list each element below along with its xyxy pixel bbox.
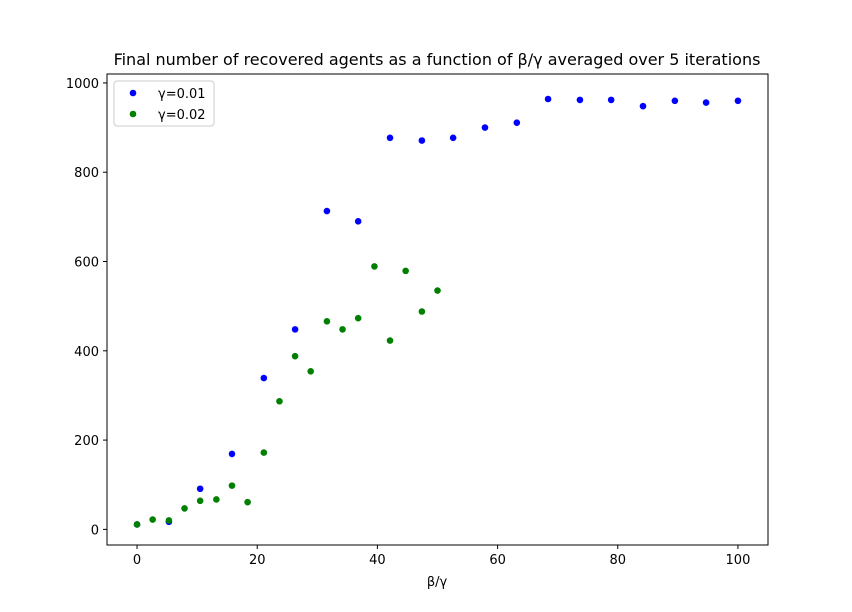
data-point xyxy=(544,95,552,103)
data-point xyxy=(386,337,394,344)
data-point xyxy=(291,326,299,333)
x-tick-label: 0 xyxy=(133,553,141,568)
data-point xyxy=(639,102,647,110)
data-point xyxy=(228,450,236,458)
chart-title: Final number of recovered agents as a fu… xyxy=(114,50,761,69)
x-axis-label: β/γ xyxy=(427,575,448,590)
y-tick-label: 400 xyxy=(74,345,99,360)
legend-box xyxy=(113,80,215,127)
data-point xyxy=(671,97,679,105)
legend-label: γ=0.02 xyxy=(158,108,206,123)
series-2 xyxy=(133,263,441,528)
data-point xyxy=(354,218,362,225)
x-tick-label: 40 xyxy=(369,553,386,568)
y-tick-label: 600 xyxy=(74,256,99,271)
y-tick-label: 800 xyxy=(74,166,99,181)
data-point xyxy=(402,267,409,275)
data-point xyxy=(702,99,710,106)
y-tick-label: 0 xyxy=(91,523,99,538)
data-point xyxy=(434,287,441,294)
data-point xyxy=(260,374,268,382)
data-point xyxy=(149,516,156,523)
data-point xyxy=(418,308,426,315)
data-point xyxy=(133,521,141,528)
data-point xyxy=(354,314,362,322)
legend: γ=0.01 γ=0.02 xyxy=(113,80,215,127)
data-point xyxy=(196,485,204,493)
data-point xyxy=(371,263,378,270)
data-point xyxy=(213,496,220,503)
data-point xyxy=(481,124,489,131)
x-tick-label: 20 xyxy=(249,553,266,568)
data-point xyxy=(181,505,188,512)
data-point xyxy=(386,134,394,142)
legend-label: γ=0.01 xyxy=(158,87,206,102)
data-point xyxy=(307,368,315,375)
legend-marker xyxy=(129,110,137,118)
x-tick-label: 60 xyxy=(489,553,506,568)
data-point xyxy=(276,397,283,405)
data-point xyxy=(196,497,204,505)
data-point xyxy=(244,498,251,506)
data-point xyxy=(165,517,173,524)
legend-marker xyxy=(129,89,137,97)
x-tick-label: 100 xyxy=(726,553,751,568)
axes-frame xyxy=(106,73,769,546)
y-tick-label: 200 xyxy=(74,434,99,449)
data-point xyxy=(291,352,299,360)
data-point xyxy=(576,96,584,104)
data-point xyxy=(339,326,346,333)
x-tick-label: 80 xyxy=(609,553,626,568)
data-point xyxy=(607,96,615,104)
data-point xyxy=(449,134,457,142)
data-point xyxy=(323,207,331,215)
data-point xyxy=(513,119,521,126)
data-point xyxy=(418,137,426,144)
data-point xyxy=(260,449,268,456)
series-1 xyxy=(133,95,742,528)
data-point xyxy=(323,318,331,325)
data-point xyxy=(228,482,236,489)
data-point xyxy=(734,97,742,105)
y-tick-label: 1000 xyxy=(66,77,99,92)
